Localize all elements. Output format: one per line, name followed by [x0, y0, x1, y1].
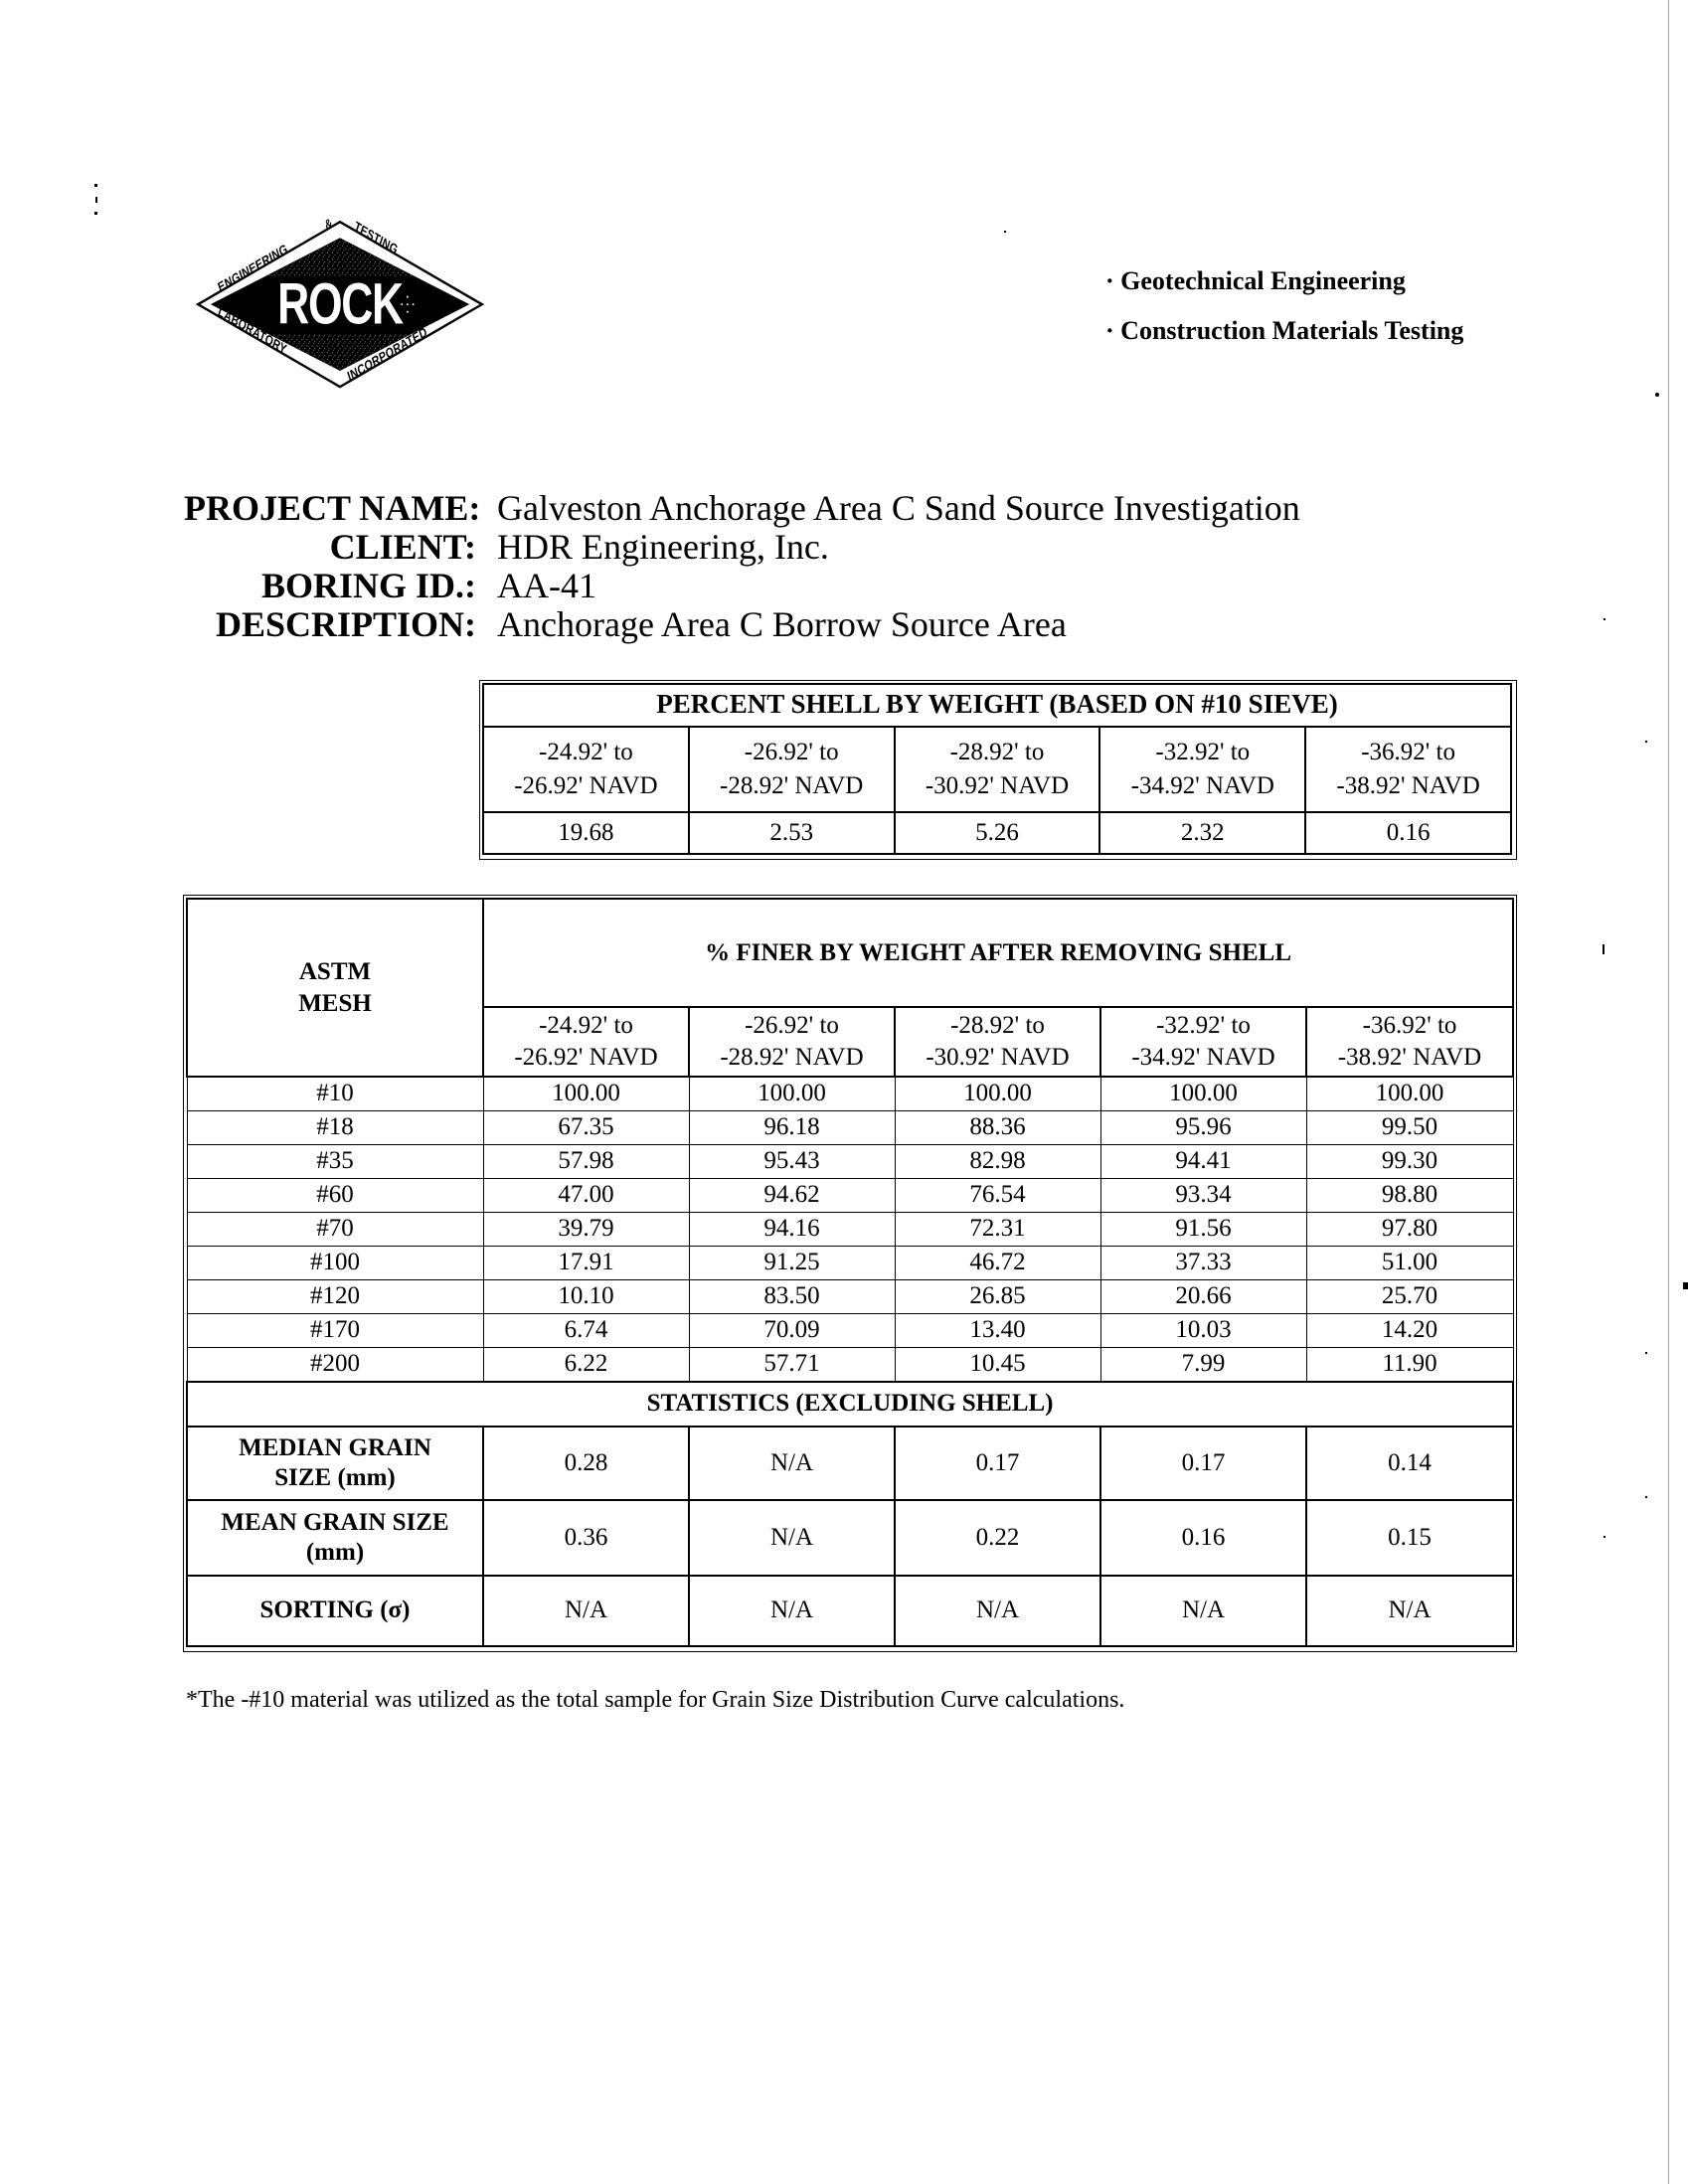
svg-text:ROCK: ROCK — [277, 272, 404, 337]
